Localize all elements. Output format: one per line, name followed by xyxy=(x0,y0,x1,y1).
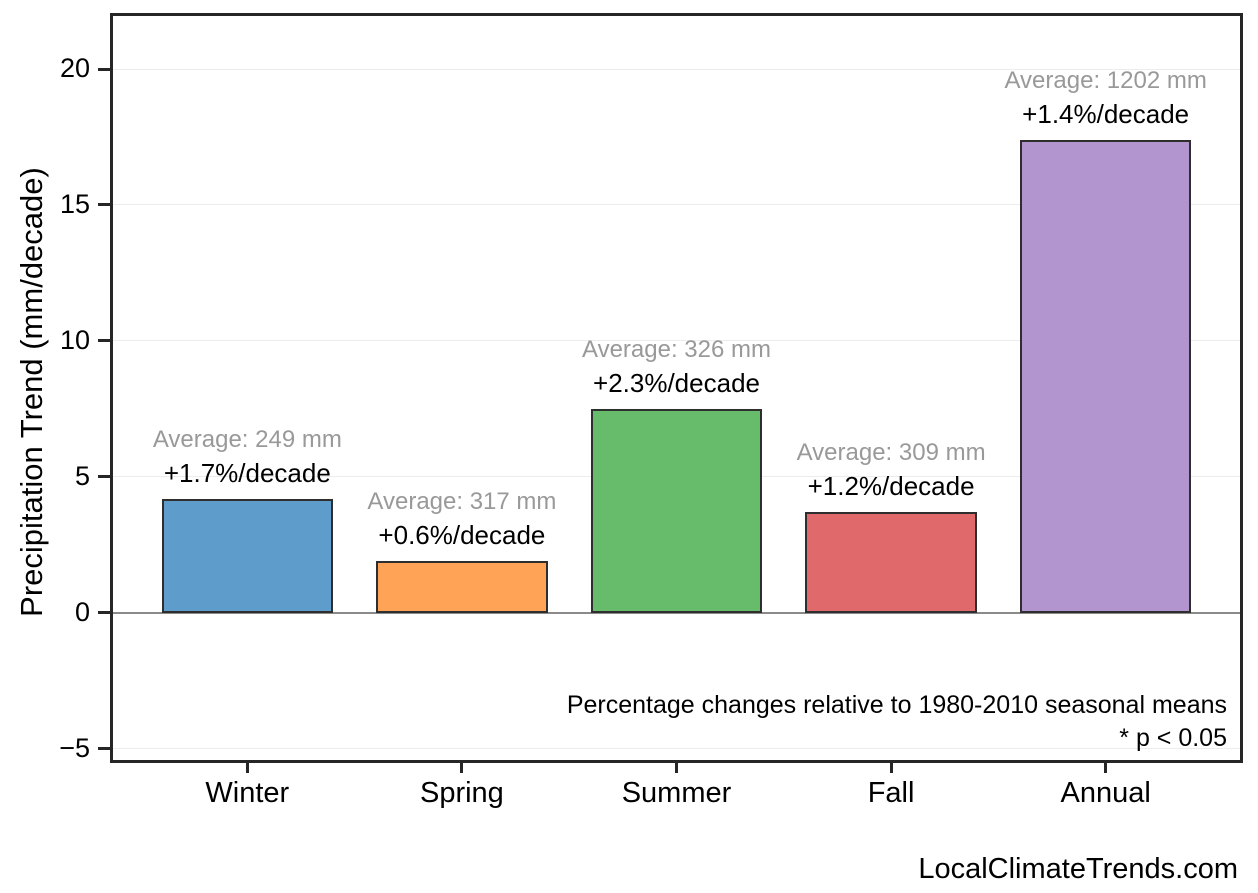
bar-spring xyxy=(376,561,548,613)
trend-label: +1.4%/decade xyxy=(1022,98,1190,129)
bar-annual xyxy=(1019,139,1192,613)
y-tick-mark xyxy=(98,747,110,751)
trend-label: +1.7%/decade xyxy=(163,457,331,488)
gridline xyxy=(110,340,1243,342)
bar-summer xyxy=(590,408,763,613)
gridline xyxy=(110,748,1243,750)
x-tick-mark xyxy=(245,763,249,773)
bar-annotation-summer: Average: 326 mm +2.3%/decade xyxy=(582,333,771,400)
average-label: Average: 309 mm xyxy=(796,439,986,467)
y-tick-label: 10 xyxy=(59,324,90,355)
zero-line xyxy=(110,611,1243,614)
x-tick-mark xyxy=(675,763,678,773)
note-line-1: Percentage changes relative to 1980-2010… xyxy=(566,691,1227,719)
plot-area: Percentage changes relative to 1980-2010… xyxy=(110,13,1243,763)
gridline xyxy=(110,204,1243,206)
trend-label: +2.3%/decade xyxy=(593,367,760,398)
y-tick-mark xyxy=(98,611,110,615)
y-tick-mark xyxy=(98,475,110,479)
x-tick-label: Summer xyxy=(621,777,732,809)
y-tick-label: 5 xyxy=(74,460,90,491)
average-label: Average: 249 mm xyxy=(152,425,342,453)
gridline xyxy=(110,68,1243,70)
average-label: Average: 326 mm xyxy=(582,335,771,363)
y-tick-label: 0 xyxy=(74,596,90,627)
y-tick-mark xyxy=(98,339,110,343)
y-axis-title: Precipitation Trend (mm/decade) xyxy=(14,167,49,617)
x-tick-label: Annual xyxy=(1060,777,1151,809)
bar-fall xyxy=(805,512,977,613)
x-tick-label: Fall xyxy=(867,777,915,809)
average-label: Average: 1202 mm xyxy=(1004,66,1207,94)
y-tick-label: 15 xyxy=(59,188,90,219)
y-tick-mark xyxy=(98,67,110,71)
trend-label: +1.2%/decade xyxy=(807,471,975,502)
x-tick-label: Winter xyxy=(205,777,290,809)
trend-label: +0.6%/decade xyxy=(378,520,546,551)
x-tick-mark xyxy=(1104,763,1108,773)
y-tick-label: 20 xyxy=(59,53,90,84)
average-label: Average: 317 mm xyxy=(367,488,557,516)
bar-annotation-annual: Average: 1202 mm +1.4%/decade xyxy=(1004,64,1206,131)
note-line-2: * p < 0.05 xyxy=(1119,724,1227,752)
bar-annotation-spring: Average: 317 mm +0.6%/decade xyxy=(367,485,556,552)
bar-winter xyxy=(161,498,334,613)
bar-annotation-winter: Average: 249 mm +1.7%/decade xyxy=(153,423,342,490)
x-tick-label: Spring xyxy=(419,777,504,809)
bar-annotation-fall: Average: 309 mm +1.2%/decade xyxy=(797,436,986,503)
x-tick-mark xyxy=(460,763,464,773)
y-tick-label: −5 xyxy=(59,732,90,763)
y-tick-mark xyxy=(98,203,110,207)
plot-note: Percentage changes relative to 1980-2010… xyxy=(567,689,1227,755)
x-tick-mark xyxy=(889,763,893,773)
watermark: LocalClimateTrends.com xyxy=(918,853,1238,885)
